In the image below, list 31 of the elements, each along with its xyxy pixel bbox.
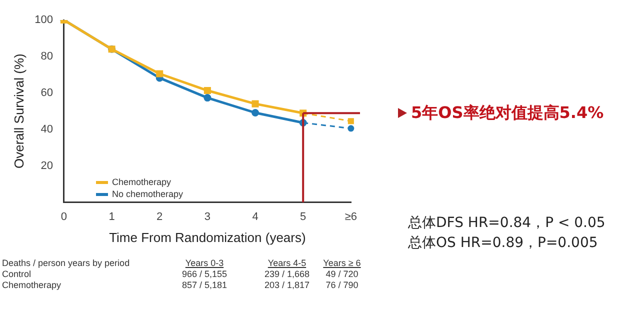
y-tick-label: 40	[40, 123, 53, 136]
text: Years ≥ 6	[322, 258, 362, 268]
y-tick-label: 100	[34, 14, 53, 26]
y-axis-title: Overall Survival (%)	[11, 54, 26, 169]
text: Deaths / person years by period	[2, 258, 131, 268]
x-tick-label: 3	[204, 210, 210, 223]
x-tick-label: 2	[156, 210, 163, 223]
x-tick-label: 1	[108, 210, 115, 223]
legend-label: Chemotherapy	[111, 176, 172, 188]
y-tick-label: 60	[40, 86, 53, 99]
text: Years 0-3	[184, 258, 225, 268]
text: 5年OS率绝对值提高5.4%	[411, 103, 604, 124]
legend-label: No chemotherapy	[111, 188, 184, 200]
y-tick-label: 80	[40, 50, 53, 62]
text: 857 / 5,181	[180, 280, 228, 290]
x-tick-label: 5	[300, 210, 306, 223]
text: 203 / 1,817	[263, 280, 311, 290]
text: Control	[2, 269, 32, 279]
x-tick-label: ≥6	[344, 210, 357, 223]
text: 总体DFS HR=0.84，P < 0.05	[408, 214, 606, 232]
text: Years 4-5	[266, 258, 308, 268]
x-tick-label: 0	[60, 210, 68, 223]
text: 239 / 1,668	[263, 269, 311, 279]
x-axis-title: Time From Randomization (years)	[109, 230, 306, 245]
text: 49 / 720	[324, 269, 360, 279]
y-tick-label: 20	[40, 160, 53, 172]
text: 76 / 790	[324, 280, 360, 290]
text: 966 / 5,155	[180, 269, 228, 279]
text: 总体OS HR=0.89，P=0.005	[408, 234, 598, 252]
x-tick-label: 4	[252, 210, 258, 223]
text: Chemotherapy	[2, 280, 62, 290]
